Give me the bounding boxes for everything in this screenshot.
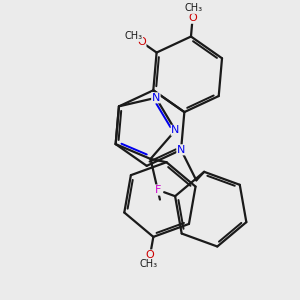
Text: O: O (188, 13, 197, 23)
Text: N: N (177, 145, 185, 155)
Text: CH₃: CH₃ (184, 3, 202, 13)
Text: O: O (137, 37, 146, 47)
Text: O: O (146, 250, 154, 260)
Text: CH₃: CH₃ (124, 31, 142, 41)
Text: N: N (152, 93, 160, 103)
Text: CH₃: CH₃ (140, 259, 158, 269)
Text: F: F (155, 185, 161, 195)
Text: N: N (171, 125, 180, 135)
